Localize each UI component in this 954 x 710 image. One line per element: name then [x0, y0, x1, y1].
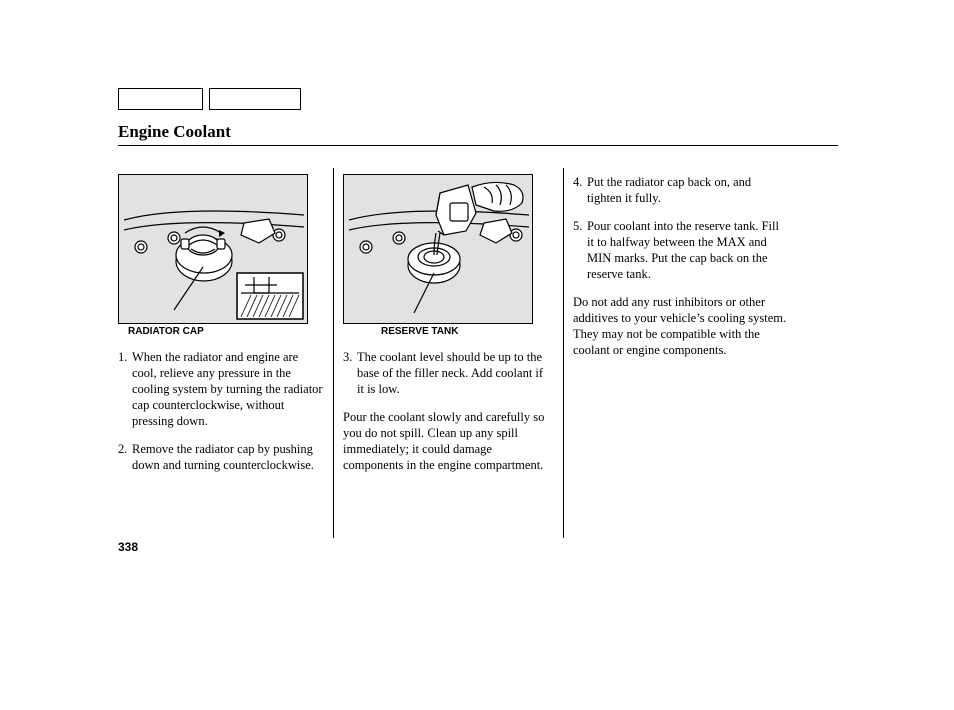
radiator-cap-illustration	[119, 175, 308, 324]
page-number: 338	[118, 540, 138, 554]
figure-radiator-cap	[118, 174, 308, 324]
header-box-1	[118, 88, 203, 110]
column-2: RESERVE TANK 3. The coolant level should…	[343, 174, 553, 485]
pour-warning: Pour the coolant slowly and carefully so…	[343, 409, 553, 473]
figure-caption-1: RADIATOR CAP	[128, 326, 323, 339]
step-5-num: 5.	[573, 218, 587, 282]
page-content: Engine Coolant	[118, 88, 838, 485]
figure-caption-2: RESERVE TANK	[381, 326, 553, 339]
reserve-tank-illustration	[344, 175, 533, 324]
title-rule	[118, 145, 838, 146]
column-1: RADIATOR CAP 1. When the radiator and en…	[118, 174, 323, 485]
figure-reserve-tank	[343, 174, 533, 324]
column-divider-2	[563, 168, 564, 538]
header-boxes	[118, 88, 838, 110]
step-4-text: Put the radiator cap back on, and tighte…	[587, 174, 788, 206]
step-2: 2. Remove the radiator cap by pushing do…	[118, 441, 323, 473]
step-4-num: 4.	[573, 174, 587, 206]
header-box-2	[209, 88, 301, 110]
step-1-num: 1.	[118, 349, 132, 429]
step-2-text: Remove the radiator cap by pushing down …	[132, 441, 323, 473]
step-5-text: Pour coolant into the reserve tank. Fill…	[587, 218, 788, 282]
columns: RADIATOR CAP 1. When the radiator and en…	[118, 174, 838, 485]
step-4: 4. Put the radiator cap back on, and tig…	[573, 174, 788, 206]
column-divider-1	[333, 168, 334, 538]
step-1-text: When the radiator and engine are cool, r…	[132, 349, 323, 429]
step-2-num: 2.	[118, 441, 132, 473]
step-5: 5. Pour coolant into the reserve tank. F…	[573, 218, 788, 282]
page-title: Engine Coolant	[118, 122, 838, 145]
step-1: 1. When the radiator and engine are cool…	[118, 349, 323, 429]
step-3-num: 3.	[343, 349, 357, 397]
column-3: 4. Put the radiator cap back on, and tig…	[573, 174, 788, 485]
step-3: 3. The coolant level should be up to the…	[343, 349, 553, 397]
additive-warning: Do not add any rust inhibitors or other …	[573, 294, 788, 358]
step-3-text: The coolant level should be up to the ba…	[357, 349, 553, 397]
